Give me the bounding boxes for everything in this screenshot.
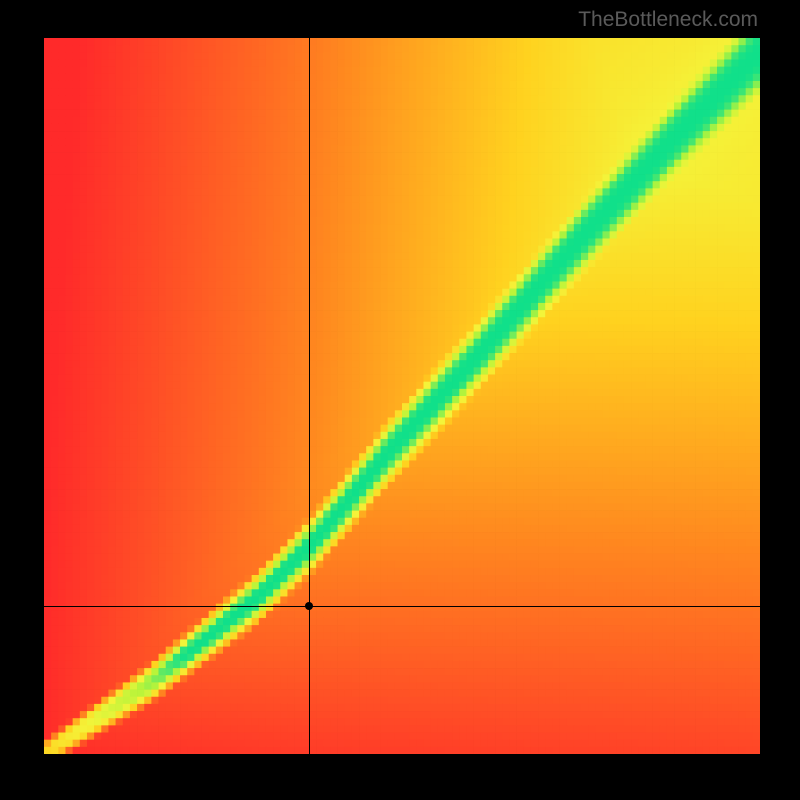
watermark-text: TheBottleneck.com [578, 8, 758, 32]
crosshair-horizontal [44, 606, 760, 607]
heatmap-svg [44, 38, 760, 754]
heatmap-plot [44, 38, 760, 754]
crosshair-marker [305, 602, 313, 610]
chart-container: TheBottleneck.com [0, 0, 800, 800]
crosshair-vertical [309, 38, 310, 754]
